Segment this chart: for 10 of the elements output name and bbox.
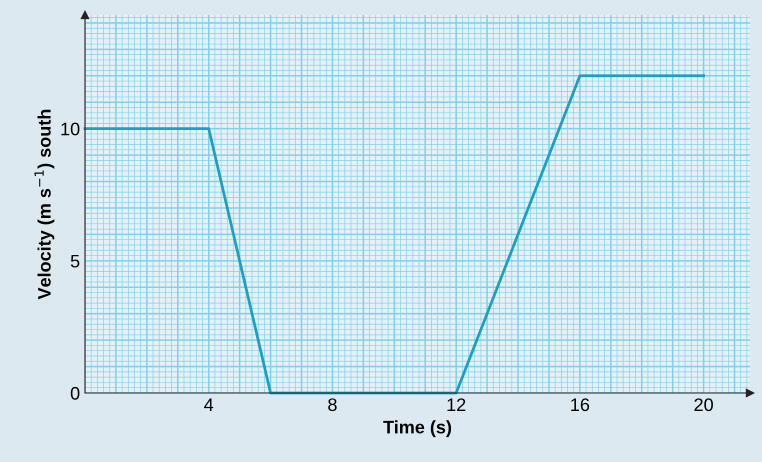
- y-tick-label: 10: [61, 122, 80, 136]
- y-tick-label: 0: [70, 386, 80, 400]
- y-axis-title: Velocity (m s$^{−1}$) south: [34, 110, 54, 300]
- x-tick-label: 20: [694, 398, 713, 412]
- x-tick-label: 8: [328, 398, 337, 412]
- x-tick-label: 16: [571, 398, 590, 412]
- x-axis-title: Time (s): [383, 420, 452, 438]
- x-tick-label: 12: [448, 398, 466, 411]
- y-tick-label: 5: [70, 254, 80, 268]
- x-tick-label: 4: [204, 398, 214, 411]
